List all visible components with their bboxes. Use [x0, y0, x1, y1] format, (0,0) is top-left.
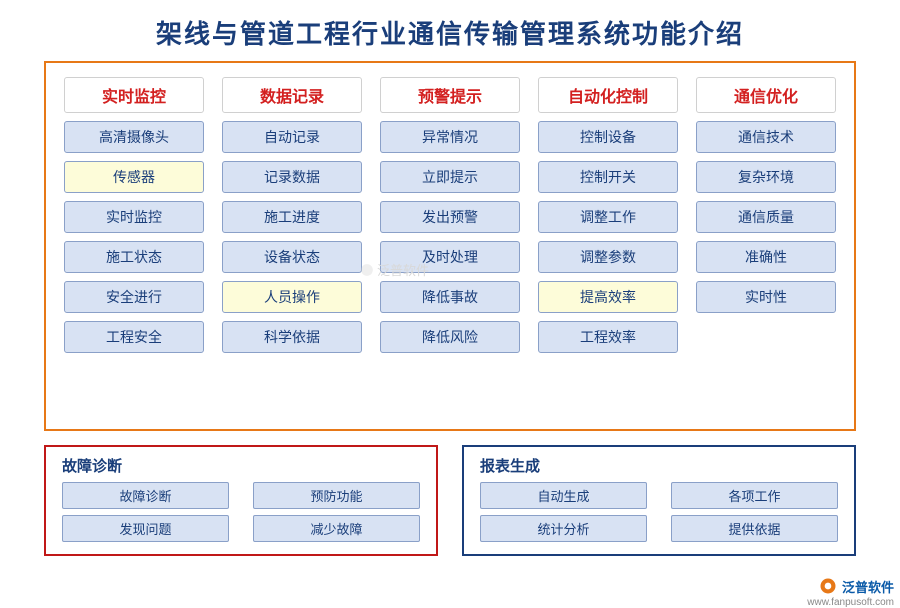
feature-cell: 实时性 [696, 281, 836, 313]
feature-cell: 调整参数 [538, 241, 678, 273]
feature-cell: 通信技术 [696, 121, 836, 153]
feature-cell: 提高效率 [538, 281, 678, 313]
bottom-box: 报表生成自动生成各项工作统计分析提供依据 [462, 445, 856, 556]
feature-cell: 传感器 [64, 161, 204, 193]
feature-column: 实时监控高清摄像头传感器实时监控施工状态安全进行工程安全 [64, 77, 204, 353]
feature-cell: 控制设备 [538, 121, 678, 153]
bottom-cell: 故障诊断 [62, 482, 229, 509]
feature-column: 预警提示异常情况立即提示发出预警及时处理降低事故降低风险 [380, 77, 520, 353]
column-header: 数据记录 [222, 77, 362, 113]
feature-cell: 安全进行 [64, 281, 204, 313]
feature-cell: 施工状态 [64, 241, 204, 273]
column-header: 预警提示 [380, 77, 520, 113]
footer-url: www.fanpusoft.com [807, 597, 894, 608]
footer-brand: 泛普软件 [818, 576, 894, 596]
main-feature-box: 实时监控高清摄像头传感器实时监控施工状态安全进行工程安全数据记录自动记录记录数据… [44, 61, 856, 431]
feature-cell: 设备状态 [222, 241, 362, 273]
feature-cell: 发出预警 [380, 201, 520, 233]
bottom-cell: 发现问题 [62, 515, 229, 542]
feature-cell: 科学依据 [222, 321, 362, 353]
feature-cell: 降低风险 [380, 321, 520, 353]
bottom-cell: 减少故障 [253, 515, 420, 542]
feature-cell: 实时监控 [64, 201, 204, 233]
feature-column: 数据记录自动记录记录数据施工进度设备状态人员操作科学依据 [222, 77, 362, 353]
feature-cell: 工程安全 [64, 321, 204, 353]
feature-cell: 异常情况 [380, 121, 520, 153]
bottom-cell: 预防功能 [253, 482, 420, 509]
bottom-cell: 提供依据 [671, 515, 838, 542]
page-title: 架线与管道工程行业通信传输管理系统功能介绍 [0, 0, 900, 61]
bottom-cell: 各项工作 [671, 482, 838, 509]
feature-cell: 及时处理 [380, 241, 520, 273]
feature-cell: 复杂环境 [696, 161, 836, 193]
feature-cell: 施工进度 [222, 201, 362, 233]
column-header: 通信优化 [696, 77, 836, 113]
column-header: 自动化控制 [538, 77, 678, 113]
bottom-box: 故障诊断故障诊断预防功能发现问题减少故障 [44, 445, 438, 556]
column-header: 实时监控 [64, 77, 204, 113]
feature-cell: 记录数据 [222, 161, 362, 193]
feature-cell: 降低事故 [380, 281, 520, 313]
feature-cell: 调整工作 [538, 201, 678, 233]
feature-cell: 准确性 [696, 241, 836, 273]
feature-cell: 立即提示 [380, 161, 520, 193]
feature-cell: 人员操作 [222, 281, 362, 313]
feature-cell: 通信质量 [696, 201, 836, 233]
feature-cell: 工程效率 [538, 321, 678, 353]
bottom-cell: 统计分析 [480, 515, 647, 542]
feature-cell: 控制开关 [538, 161, 678, 193]
feature-column: 通信优化通信技术复杂环境通信质量准确性实时性 [696, 77, 836, 353]
feature-column: 自动化控制控制设备控制开关调整工作调整参数提高效率工程效率 [538, 77, 678, 353]
bottom-box-title: 故障诊断 [62, 455, 420, 476]
feature-cell: 高清摄像头 [64, 121, 204, 153]
bottom-box-title: 报表生成 [480, 455, 838, 476]
bottom-cell: 自动生成 [480, 482, 647, 509]
feature-cell: 自动记录 [222, 121, 362, 153]
